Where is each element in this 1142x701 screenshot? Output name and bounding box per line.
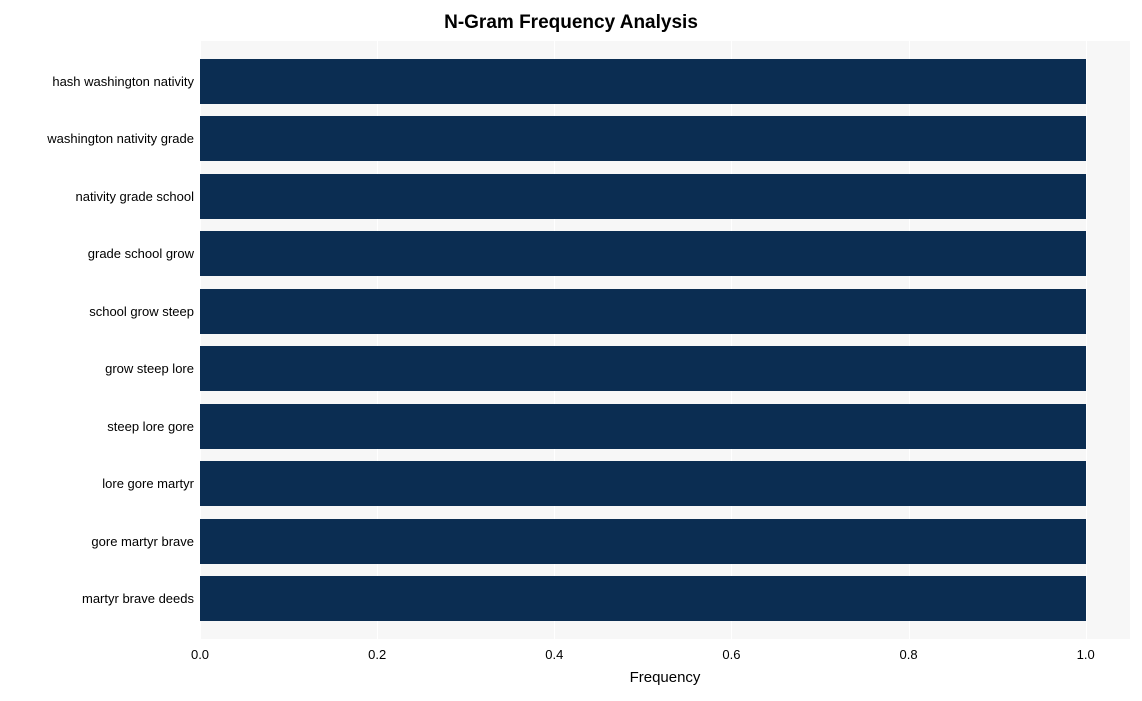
y-tick-label: school grow steep [89, 304, 194, 319]
bar [200, 289, 1086, 334]
bar [200, 116, 1086, 161]
x-tick-label: 0.0 [191, 647, 209, 662]
x-tick-label: 0.4 [545, 647, 563, 662]
plot-area [200, 41, 1130, 639]
bar [200, 404, 1086, 449]
y-tick-label: martyr brave deeds [82, 591, 194, 606]
bar [200, 59, 1086, 104]
y-tick-label: lore gore martyr [102, 476, 194, 491]
bar [200, 576, 1086, 621]
chart-title: N-Gram Frequency Analysis [8, 12, 1134, 34]
y-tick-label: hash washington nativity [52, 74, 194, 89]
bar [200, 346, 1086, 391]
y-tick-label: nativity grade school [75, 189, 194, 204]
bar [200, 461, 1086, 506]
x-tick-label: 0.2 [368, 647, 386, 662]
y-tick-label: washington nativity grade [47, 131, 194, 146]
x-tick-label: 1.0 [1077, 647, 1095, 662]
x-tick-label: 0.6 [722, 647, 740, 662]
y-tick-label: steep lore gore [107, 419, 194, 434]
x-tick-label: 0.8 [900, 647, 918, 662]
x-axis-label: Frequency [200, 669, 1130, 686]
y-tick-label: grow steep lore [105, 361, 194, 376]
bar [200, 519, 1086, 564]
y-tick-label: grade school grow [88, 246, 194, 261]
bar [200, 231, 1086, 276]
grid-line [1086, 41, 1087, 639]
ngram-chart: N-Gram Frequency Analysis Frequency hash… [8, 8, 1134, 693]
bar [200, 174, 1086, 219]
y-tick-label: gore martyr brave [91, 534, 194, 549]
